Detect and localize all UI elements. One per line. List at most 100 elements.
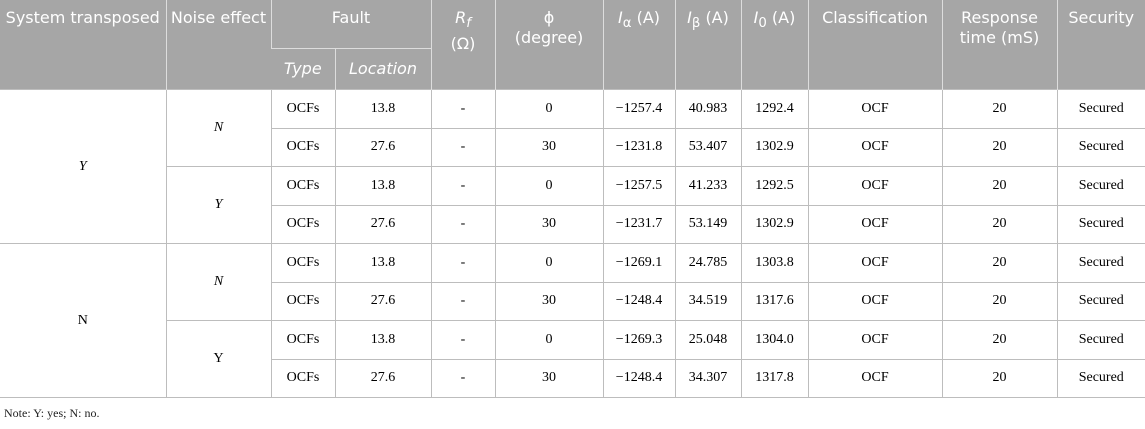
table-cell: Secured — [1056, 358, 1145, 398]
table-cell: - — [430, 281, 496, 321]
table-row: Y OCFs 13.8-0 −1257.5 41.233 1292.5 OCF 20 Secur… — [0, 166, 1145, 244]
table-cell: 0 — [494, 243, 604, 283]
table-cell: −1231.8 — [602, 127, 676, 167]
table-cell: 1292.4 — [740, 89, 809, 129]
header-cell: I0 (A) — [740, 0, 808, 90]
table-cell: 20 — [941, 127, 1058, 167]
table-cell: −1231.7 — [602, 204, 676, 244]
table-cell: 27.6 — [334, 358, 432, 398]
unit: (A) — [705, 8, 729, 27]
table-cell: 30 — [494, 358, 604, 398]
table-cell: −1269.1 — [602, 243, 676, 283]
symbol: I — [617, 8, 623, 27]
table-cell: Secured — [1056, 281, 1145, 321]
table-cell: 34.307 — [674, 358, 742, 398]
table-cell: 25.048 — [674, 320, 742, 360]
table-cell: 20 — [941, 320, 1058, 360]
subscript: 0 — [758, 16, 767, 32]
table-cell: 20 — [941, 358, 1058, 398]
table-cell: 27.6 — [334, 204, 432, 244]
table-cell: 13.8 — [334, 320, 432, 360]
table-cell: - — [430, 127, 496, 167]
table-row: OCFs 27.6-30 −1248.4 34.307 1317.8 OCF 20 Secur… — [0, 358, 1145, 398]
header-cell: Security — [1056, 0, 1145, 90]
header-cell: Rf (Ω) — [430, 0, 495, 90]
table-cell: - — [430, 320, 496, 360]
table-cell: N — [0, 243, 167, 398]
header-cell: System transposed — [0, 0, 166, 90]
unit: (degree) — [514, 28, 584, 47]
table-cell: 0 — [494, 320, 604, 360]
table-cell: Y — [166, 166, 272, 244]
table-cell: Secured — [1056, 127, 1145, 167]
table-cell: OCF — [807, 358, 943, 398]
table-cell: 20 — [941, 281, 1058, 321]
header-cell: Fault — [270, 0, 431, 49]
table-cell: 20 — [941, 243, 1058, 283]
table-cell: 20 — [941, 89, 1058, 129]
table-row: OCFs 27.6-30 −1231.7 53.149 1302.9 OCF 20 Secur… — [0, 204, 1145, 244]
table-cell: 30 — [494, 281, 604, 321]
table-cell: Y — [166, 320, 272, 398]
table-cell: 1304.0 — [740, 320, 809, 360]
table-cell: 1302.9 — [740, 127, 809, 167]
table-cell: 1302.9 — [740, 204, 809, 244]
table-cell: - — [430, 204, 496, 244]
table-cell: OCFs — [270, 243, 336, 283]
symbol: I — [753, 8, 759, 27]
table-cell: −1257.5 — [602, 166, 676, 206]
table-body: Y N OCFs 13.8-0 −1257.4 40.983 1292.4 OCF 20 Secu… — [0, 89, 1145, 398]
table-cell: 27.6 — [334, 127, 432, 167]
table-cell: OCF — [807, 243, 943, 283]
unit: (A) — [636, 8, 661, 27]
table-cell: 0 — [494, 89, 604, 129]
table-cell: 40.983 — [674, 89, 742, 129]
table-row: N N OCFs 13.8-0 −1269.1 24.785 1303.8 OCF 20 Secu… — [0, 243, 1145, 398]
table-cell: 13.8 — [334, 89, 432, 129]
table-cell: OCF — [807, 320, 943, 360]
table-cell: 20 — [941, 204, 1058, 244]
header-cell: Classification — [807, 0, 942, 90]
table-cell: Secured — [1056, 89, 1145, 129]
table-cell: 30 — [494, 127, 604, 167]
table-cell: 27.6 — [334, 281, 432, 321]
table-cell: OCFs — [270, 166, 336, 206]
symbol: ϕ — [543, 8, 555, 27]
header-cell: Location — [334, 48, 431, 90]
unit: (Ω) — [450, 34, 476, 54]
table-cell: OCFs — [270, 89, 336, 129]
table-cell: OCFs — [271, 127, 336, 167]
subscript: f — [466, 16, 471, 32]
header-cell: Noise effect — [165, 0, 271, 90]
subscript: β — [691, 16, 701, 32]
table-cell: 53.407 — [674, 127, 742, 167]
table-cell: OCF — [807, 204, 943, 244]
header-cell: Iβ (A) — [674, 0, 741, 90]
header-cell: Iα (A) — [602, 0, 675, 90]
table-cell: OCF — [807, 127, 943, 167]
table-cell: OCF — [807, 281, 943, 321]
table-cell: Secured — [1056, 320, 1145, 360]
table-cell: OCFs — [271, 358, 336, 398]
table-cell: 13.8 — [334, 166, 432, 206]
table-cell: 1317.8 — [740, 358, 809, 398]
table-cell: 53.149 — [674, 204, 742, 244]
table-cell: OCFs — [270, 320, 336, 360]
table-row: OCFs 27.6-30 −1231.8 53.407 1302.9 OCF 20 Secur… — [0, 127, 1145, 167]
table-cell: 1303.8 — [740, 243, 809, 283]
table-cell: 20 — [941, 166, 1058, 206]
table-cell: OCF — [807, 166, 943, 206]
table-cell: Y — [0, 89, 167, 244]
table-cell: Secured — [1056, 243, 1145, 283]
header-cell: Response time (mS) — [941, 0, 1057, 90]
symbol: R — [455, 8, 467, 27]
table-cell: - — [430, 243, 496, 283]
table-cell: Secured — [1056, 166, 1145, 206]
table-cell: - — [430, 358, 496, 398]
table-cell: 1317.6 — [740, 281, 809, 321]
subscript: α — [622, 16, 632, 32]
table-cell: - — [430, 166, 496, 206]
unit: (A) — [771, 8, 796, 27]
table-row: Y N OCFs 13.8-0 −1257.4 40.983 1292.4 OCF 20 Secu… — [0, 89, 1145, 244]
